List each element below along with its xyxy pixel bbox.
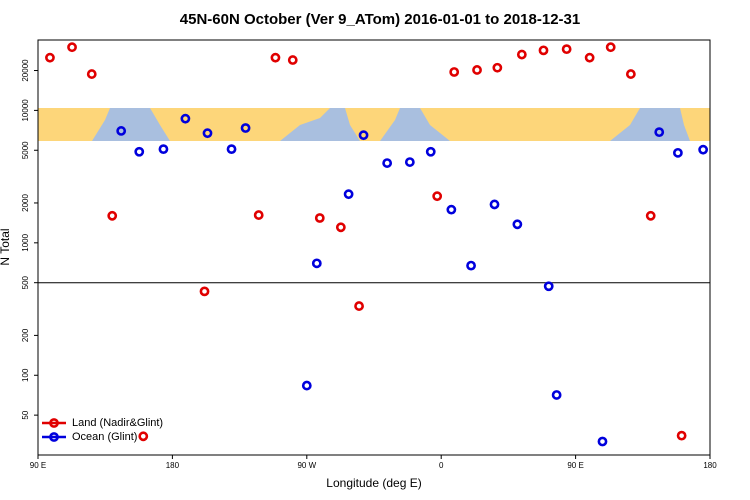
- point: [466, 260, 476, 271]
- point: [180, 113, 191, 124]
- point: [314, 213, 325, 223]
- point: [226, 144, 237, 155]
- legend-label: Land (Nadir&Glint): [72, 417, 163, 429]
- point: [449, 67, 460, 77]
- point: [270, 52, 281, 63]
- y-tick-label: 1000: [21, 233, 30, 251]
- point: [335, 222, 346, 233]
- point: [676, 430, 687, 441]
- point: [654, 127, 665, 138]
- point: [698, 144, 709, 155]
- point: [67, 42, 77, 53]
- x-tick-label: 0: [439, 461, 444, 470]
- land: [420, 108, 640, 141]
- y-tick-label: 2000: [21, 194, 30, 212]
- legend-marker: [49, 418, 59, 428]
- point: [625, 69, 636, 79]
- y-tick-label: 100: [21, 368, 30, 382]
- point: [343, 189, 354, 200]
- point: [134, 146, 145, 157]
- land: [345, 108, 400, 141]
- legend-marker: [49, 432, 59, 442]
- point: [287, 55, 298, 65]
- chart-title: 45N-60N October (Ver 9_ATom) 2016-01-01 …: [180, 11, 580, 28]
- point: [472, 65, 482, 75]
- point: [605, 42, 616, 53]
- land: [150, 108, 330, 141]
- point: [446, 204, 457, 215]
- map-strip: [38, 108, 710, 141]
- point: [86, 69, 97, 79]
- point: [358, 130, 369, 141]
- point: [354, 301, 364, 311]
- point: [202, 128, 213, 139]
- point: [158, 144, 169, 155]
- point: [432, 191, 443, 202]
- y-tick-label: 500: [21, 275, 30, 289]
- point: [138, 431, 149, 442]
- x-tick-label: 90 W: [297, 461, 316, 470]
- y-tick-label: 50: [21, 410, 30, 419]
- x-tick-label: 90 E: [567, 461, 583, 470]
- y-axis-label: N Total: [0, 228, 12, 265]
- y-tick-label: 20000: [21, 59, 30, 82]
- point: [311, 258, 322, 269]
- point: [253, 210, 264, 220]
- point: [492, 62, 503, 73]
- point: [45, 52, 55, 63]
- point: [516, 49, 527, 60]
- point: [551, 390, 562, 400]
- land: [38, 108, 110, 141]
- point: [199, 286, 210, 297]
- point: [538, 45, 549, 56]
- y-tick-label: 200: [21, 328, 30, 342]
- point: [645, 210, 656, 221]
- point: [512, 219, 523, 230]
- point: [561, 44, 572, 55]
- point: [382, 158, 393, 168]
- plot-frame: [37, 39, 711, 456]
- land: [680, 108, 710, 141]
- point: [107, 210, 118, 221]
- point: [543, 281, 554, 292]
- point: [404, 157, 415, 167]
- x-tick-label: 180: [166, 461, 180, 470]
- y-tick-label: 5000: [21, 141, 30, 159]
- x-tick-label: 90 E: [30, 461, 46, 470]
- legend-label: Ocean (Glint): [72, 431, 137, 443]
- point: [301, 380, 312, 391]
- x-tick-label: 180: [703, 461, 717, 470]
- point: [489, 199, 500, 210]
- point: [425, 146, 436, 157]
- point: [584, 52, 595, 63]
- point: [597, 436, 608, 447]
- x-axis-label: Longitude (deg E): [326, 476, 421, 490]
- y-tick-label: 10000: [21, 99, 30, 122]
- point: [116, 126, 127, 136]
- point: [672, 147, 683, 158]
- point: [240, 123, 251, 133]
